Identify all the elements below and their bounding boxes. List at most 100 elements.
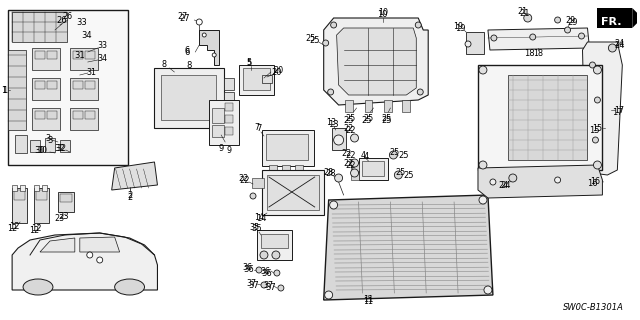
Bar [282, 165, 290, 173]
Text: 12: 12 [31, 223, 41, 233]
Text: 14: 14 [256, 213, 266, 222]
Polygon shape [337, 28, 416, 95]
Bar [14, 190, 25, 200]
Bar [385, 100, 392, 112]
Text: 18: 18 [524, 49, 535, 58]
Circle shape [509, 174, 517, 182]
Circle shape [595, 97, 600, 103]
Text: 30: 30 [35, 146, 45, 155]
Circle shape [589, 62, 595, 68]
Text: 7: 7 [256, 124, 262, 132]
Circle shape [555, 17, 561, 23]
Circle shape [417, 89, 423, 95]
Text: 36: 36 [244, 266, 255, 275]
Text: 12: 12 [9, 221, 19, 230]
Text: 26: 26 [63, 12, 73, 20]
Text: 32: 32 [57, 143, 67, 153]
Bar [225, 103, 233, 111]
Text: 34: 34 [81, 30, 92, 39]
Text: 37: 37 [246, 278, 256, 287]
Circle shape [415, 22, 421, 28]
Text: 13: 13 [328, 119, 339, 129]
Circle shape [564, 27, 570, 33]
Circle shape [394, 171, 403, 179]
Text: 16: 16 [587, 179, 598, 188]
Text: 12: 12 [29, 226, 39, 235]
Text: 6: 6 [184, 47, 190, 57]
Text: 25: 25 [381, 116, 392, 124]
Text: 21: 21 [518, 6, 528, 15]
Text: 37: 37 [264, 282, 274, 291]
Text: 33: 33 [76, 18, 87, 27]
Text: 31: 31 [87, 68, 97, 76]
Circle shape [479, 161, 487, 169]
Bar [209, 100, 239, 145]
Circle shape [351, 159, 358, 167]
Text: 1: 1 [1, 85, 6, 94]
Text: 22: 22 [344, 158, 354, 167]
Text: 11: 11 [364, 298, 374, 307]
Circle shape [491, 35, 497, 41]
Circle shape [351, 169, 358, 177]
Bar [58, 192, 74, 212]
Text: 31: 31 [74, 51, 85, 60]
Bar [266, 134, 308, 160]
Text: 35: 35 [252, 223, 262, 233]
Text: 25: 25 [346, 114, 356, 123]
Bar [35, 51, 45, 59]
Bar [332, 128, 346, 150]
Text: 29: 29 [567, 18, 578, 27]
Bar [239, 65, 274, 95]
Bar [34, 188, 49, 223]
Bar [225, 127, 233, 135]
Text: 25: 25 [306, 34, 316, 43]
Bar [35, 111, 45, 119]
Polygon shape [582, 42, 622, 175]
Bar [84, 111, 95, 119]
Bar [403, 100, 410, 112]
Bar [12, 185, 17, 191]
Circle shape [212, 53, 216, 57]
Text: 36: 36 [262, 268, 273, 277]
Text: 37: 37 [248, 281, 259, 290]
Bar [262, 75, 272, 83]
Text: 27: 27 [177, 12, 188, 20]
Text: 22: 22 [346, 150, 356, 159]
Text: 26: 26 [56, 15, 67, 25]
Text: 9: 9 [218, 143, 224, 153]
Text: 25: 25 [396, 167, 406, 177]
Circle shape [330, 201, 338, 209]
Polygon shape [12, 233, 157, 290]
Text: 25: 25 [343, 116, 354, 124]
Text: 8: 8 [162, 60, 167, 68]
Text: 3: 3 [47, 135, 52, 145]
Bar [262, 130, 314, 166]
Circle shape [579, 33, 584, 39]
Text: 25: 25 [364, 114, 374, 123]
Ellipse shape [115, 279, 145, 295]
Text: 10: 10 [378, 7, 388, 17]
Text: 5: 5 [246, 59, 252, 68]
Text: 25: 25 [403, 171, 413, 180]
Bar [295, 165, 303, 173]
Text: 4: 4 [361, 150, 366, 159]
Bar [70, 108, 98, 130]
Bar [154, 68, 224, 128]
Circle shape [97, 257, 102, 263]
Text: 20: 20 [271, 68, 282, 76]
Text: 24: 24 [614, 41, 625, 50]
Circle shape [351, 134, 358, 142]
Bar [362, 161, 385, 176]
Text: 28: 28 [324, 167, 333, 177]
Text: 32: 32 [54, 143, 65, 153]
Bar [267, 175, 319, 210]
Text: 22: 22 [346, 161, 356, 170]
Bar [351, 172, 358, 180]
Text: 30: 30 [37, 146, 47, 155]
Circle shape [593, 137, 598, 143]
Text: 21: 21 [520, 9, 530, 18]
Circle shape [609, 44, 616, 52]
Bar [73, 81, 83, 89]
Bar [508, 75, 588, 160]
Polygon shape [199, 30, 219, 65]
